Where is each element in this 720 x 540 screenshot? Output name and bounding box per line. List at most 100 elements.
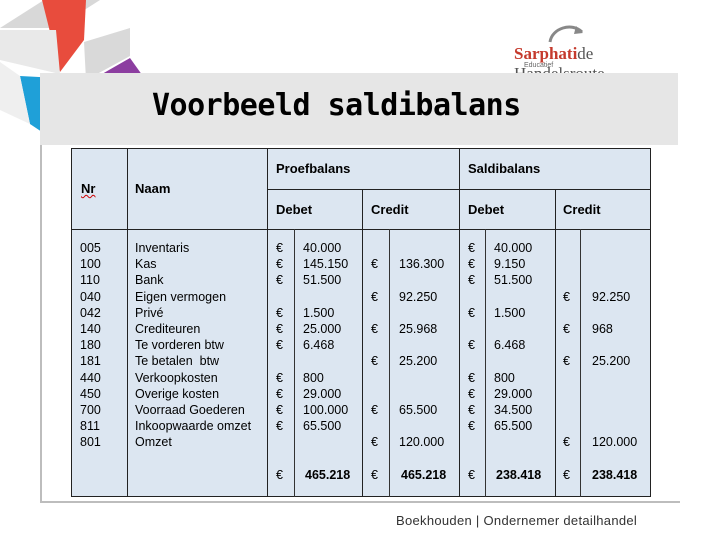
saldi-debet-cell: 29.000 — [494, 386, 533, 401]
column-proef-credit: 136.300 92.250 25.968 25.200 65.500 120.… — [399, 240, 444, 451]
nr-cell: 700 — [80, 403, 101, 418]
saldi-debet-cell — [494, 434, 532, 450]
proef-debet-currency-cell: € — [276, 241, 283, 255]
naam-cell: Verkoopkosten — [135, 370, 218, 385]
header-proef-debet: Debet — [276, 202, 313, 217]
nr-cell: 042 — [80, 305, 101, 320]
proef-debet-cell: 29.000 — [303, 386, 342, 401]
proef-credit-cell — [399, 272, 444, 288]
saldi-debet-cell: 40.000 — [494, 241, 533, 255]
saldi-debet-currency-cell: € — [468, 241, 475, 255]
proef-credit-cell: 25.968 — [399, 322, 438, 337]
proef-credit-cell: 65.500 — [399, 403, 438, 418]
nr-cell: 181 — [80, 354, 101, 369]
saldi-debet-currency-cell — [468, 289, 475, 305]
saldi-debet-cell: 9.150 — [494, 257, 526, 272]
proef-credit-cell — [399, 418, 444, 434]
proef-debet-cell: 51.500 — [303, 273, 342, 288]
sarphati-logo: Sarphatide Handelsroute Educatief — [510, 22, 685, 83]
naam-cell: Inventaris — [135, 241, 190, 255]
proef-debet-cell — [303, 289, 348, 305]
saldi-debet-currency-cell: € — [468, 403, 475, 418]
proef-credit-currency-cell — [371, 370, 378, 386]
proef-debet-cell: 25.000 — [303, 322, 342, 337]
saldi-debet-currency-cell: € — [468, 370, 475, 385]
saldi-debet-currency-cell: € — [468, 419, 475, 434]
header-saldi-debet: Debet — [468, 202, 505, 217]
column-proef-credit-currency: € € € € € € — [371, 240, 378, 451]
proef-debet-cell: 800 — [303, 370, 324, 385]
proef-debet-cell — [303, 434, 348, 450]
slide-title: Voorbeeld saldibalans — [152, 88, 521, 123]
naam-cell: Bank — [135, 273, 164, 288]
proef-debet-currency-cell: € — [276, 257, 283, 272]
saldi-credit-currency-cell: € — [563, 435, 570, 450]
header-nr: Nr — [81, 181, 96, 196]
column-saldi-credit: 92.250 968 25.200 120.000 — [592, 240, 637, 451]
total-proef-debet-currency: € — [276, 468, 283, 482]
proef-credit-currency-cell: € — [371, 322, 378, 337]
saldi-credit-cell — [592, 386, 637, 402]
proef-credit-currency-cell — [371, 272, 378, 288]
slide-footer: Boekhouden | Ondernemer detailhandel — [396, 513, 638, 528]
header-saldibalans: Saldibalans — [468, 161, 541, 176]
nr-cell: 811 — [80, 419, 100, 434]
saldi-credit-currency-cell — [563, 240, 570, 256]
header-proefbalans: Proefbalans — [276, 161, 351, 176]
proef-credit-currency-cell: € — [371, 257, 378, 272]
saldi-debet-cell: 6.468 — [494, 338, 526, 353]
proef-credit-cell — [399, 240, 444, 256]
proef-debet-cell: 1.500 — [303, 305, 335, 320]
saldi-debet-currency-cell: € — [468, 257, 475, 272]
saldi-debet-currency-cell: € — [468, 386, 475, 401]
saldi-credit-cell — [592, 370, 637, 386]
saldi-credit-cell: 25.200 — [592, 354, 631, 369]
saldi-debet-currency-cell: € — [468, 305, 475, 320]
saldi-credit-currency-cell — [563, 386, 570, 402]
saldi-credit-cell — [592, 418, 637, 434]
saldi-credit-currency-cell: € — [563, 322, 570, 337]
saldi-debet-cell: 65.500 — [494, 419, 533, 434]
proef-credit-cell: 120.000 — [399, 435, 445, 450]
saldi-debet-currency-cell — [468, 321, 475, 337]
saldi-credit-currency-cell: € — [563, 354, 570, 369]
proef-credit-cell — [399, 305, 444, 321]
total-proef-debet: 465.218 — [305, 468, 351, 482]
nr-cell: 801 — [80, 435, 101, 450]
saldi-credit-cell — [592, 272, 637, 288]
total-proef-credit: 465.218 — [401, 468, 447, 482]
proef-credit-currency-cell — [371, 418, 378, 434]
proef-debet-cell: 100.000 — [303, 403, 349, 418]
saldi-credit-currency-cell — [563, 370, 570, 386]
total-proef-credit-currency: € — [371, 468, 378, 482]
proef-debet-currency-cell: € — [276, 386, 283, 401]
saldi-credit-cell — [592, 305, 637, 321]
logo-arc-icon — [548, 25, 584, 43]
saldi-credit-currency-cell — [563, 337, 570, 353]
proef-debet-currency-cell: € — [276, 370, 283, 385]
proef-debet-currency-cell: € — [276, 273, 283, 288]
naam-cell: Crediteuren — [135, 322, 201, 337]
saldi-debet-cell — [494, 353, 532, 369]
column-proef-debet: 40.000 145.150 51.500 1.500 25.000 6.468 800… — [303, 240, 348, 451]
proef-credit-cell — [399, 337, 444, 353]
saldi-credit-currency-cell: € — [563, 289, 570, 304]
naam-cell: Kas — [135, 257, 157, 272]
total-saldi-credit: 238.418 — [592, 468, 638, 482]
proef-credit-cell: 25.200 — [399, 354, 438, 369]
saldi-debet-cell: 1.500 — [494, 305, 526, 320]
proef-credit-cell — [399, 386, 444, 402]
logo-subtitle: Educatief — [524, 62, 554, 69]
saldi-debet-cell: 800 — [494, 370, 515, 385]
nr-cell: 450 — [80, 386, 101, 401]
saldi-credit-cell: 120.000 — [592, 435, 638, 450]
saldi-debet-cell: 51.500 — [494, 273, 533, 288]
naam-cell: Voorraad Goederen — [135, 403, 245, 418]
proef-debet-currency-cell: € — [276, 322, 283, 337]
nr-cell: 040 — [80, 289, 101, 304]
title-band — [40, 73, 678, 145]
proef-debet-currency-cell — [276, 434, 283, 450]
proef-credit-currency-cell — [371, 240, 378, 256]
saldi-debet-cell: 34.500 — [494, 403, 533, 418]
proef-debet-currency-cell: € — [276, 419, 283, 434]
